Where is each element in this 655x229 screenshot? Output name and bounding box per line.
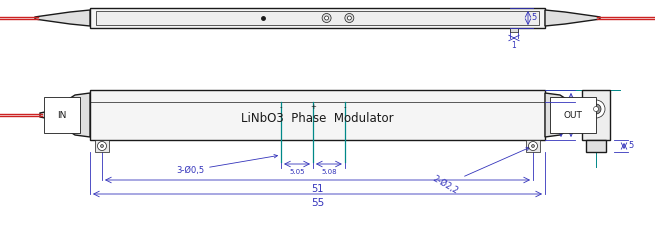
Circle shape bbox=[593, 106, 599, 112]
Text: 3-Ø0,5: 3-Ø0,5 bbox=[176, 155, 278, 175]
Text: LiNbO3  Phase  Modulator: LiNbO3 Phase Modulator bbox=[241, 112, 394, 125]
Polygon shape bbox=[35, 10, 90, 26]
Text: -: - bbox=[280, 104, 282, 110]
Circle shape bbox=[322, 14, 331, 22]
Bar bbox=[510, 28, 518, 32]
Text: 5.05: 5.05 bbox=[290, 169, 305, 175]
Text: 5.08: 5.08 bbox=[321, 169, 337, 175]
Bar bbox=[586, 140, 606, 152]
Text: 55: 55 bbox=[311, 198, 324, 208]
Text: 5: 5 bbox=[531, 14, 536, 22]
Text: +: + bbox=[310, 104, 316, 110]
Text: 51: 51 bbox=[311, 184, 324, 194]
Circle shape bbox=[531, 144, 534, 147]
Circle shape bbox=[345, 14, 354, 22]
Bar bbox=[90, 8, 545, 28]
Circle shape bbox=[529, 142, 538, 150]
Text: -: - bbox=[344, 104, 346, 110]
Text: 9: 9 bbox=[564, 117, 569, 125]
Polygon shape bbox=[40, 93, 90, 137]
Bar bbox=[526, 140, 540, 152]
Text: IN: IN bbox=[58, 111, 67, 120]
Polygon shape bbox=[545, 93, 595, 137]
Circle shape bbox=[100, 144, 103, 147]
Text: 13: 13 bbox=[574, 111, 585, 120]
Bar bbox=[96, 11, 539, 25]
Text: OUT: OUT bbox=[563, 111, 582, 120]
Bar bbox=[90, 90, 545, 140]
Bar bbox=[582, 90, 610, 140]
Circle shape bbox=[591, 104, 601, 114]
Circle shape bbox=[347, 16, 351, 20]
Text: 1: 1 bbox=[512, 41, 516, 50]
Text: 2-Ø2,2: 2-Ø2,2 bbox=[430, 147, 530, 196]
Circle shape bbox=[587, 100, 605, 118]
Polygon shape bbox=[545, 10, 600, 26]
Circle shape bbox=[98, 142, 107, 150]
Circle shape bbox=[325, 16, 329, 20]
Text: 5: 5 bbox=[628, 142, 633, 150]
Bar bbox=[95, 140, 109, 152]
